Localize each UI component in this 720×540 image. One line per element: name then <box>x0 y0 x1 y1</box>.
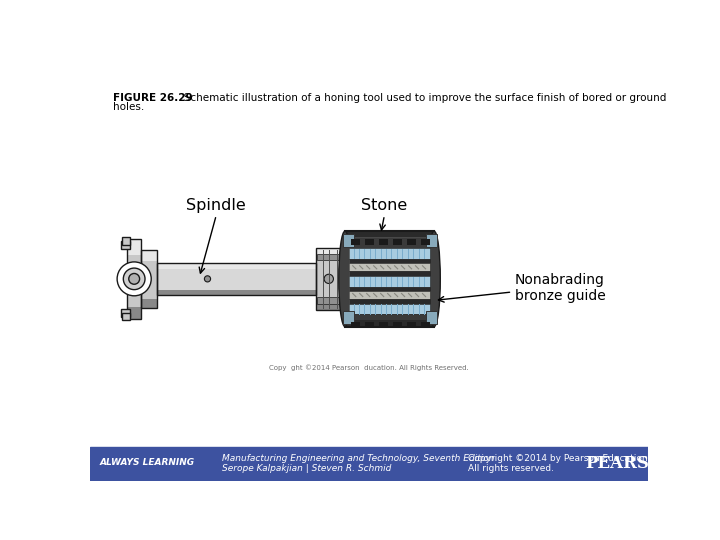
Bar <box>349 291 431 299</box>
Text: Schematic illustration of a honing tool used to improve the surface finish of bo: Schematic illustration of a honing tool … <box>174 92 667 103</box>
Text: Nonabrading
bronze guide: Nonabrading bronze guide <box>515 273 606 303</box>
Bar <box>127 307 141 319</box>
Bar <box>345 231 434 327</box>
Bar <box>121 309 130 316</box>
Bar <box>421 239 431 245</box>
Bar <box>379 322 388 328</box>
Text: PEARSON: PEARSON <box>585 455 679 472</box>
Bar <box>349 237 431 248</box>
Bar <box>351 239 361 245</box>
Bar <box>421 322 431 328</box>
Bar <box>407 239 416 245</box>
Bar <box>426 234 437 247</box>
Bar <box>121 241 130 249</box>
Bar <box>349 237 431 320</box>
Bar <box>379 239 388 245</box>
Circle shape <box>204 276 210 282</box>
Bar <box>141 261 157 299</box>
Bar <box>343 234 354 247</box>
Bar <box>122 237 130 245</box>
Text: holes.: holes. <box>113 102 145 112</box>
Text: Serope Kalpakjian | Steven R. Schmid: Serope Kalpakjian | Steven R. Schmid <box>222 464 391 473</box>
Text: All rights reserved.: All rights reserved. <box>468 464 554 473</box>
Text: Spindle: Spindle <box>186 198 246 213</box>
Bar <box>349 271 431 276</box>
Bar <box>393 322 402 328</box>
Text: ALWAYS LEARNING: ALWAYS LEARNING <box>99 457 194 467</box>
Bar <box>349 248 431 259</box>
Bar <box>315 248 345 260</box>
Bar <box>157 269 315 290</box>
Bar <box>349 287 431 291</box>
Text: Stone: Stone <box>361 198 408 213</box>
Bar <box>365 322 374 328</box>
Text: Copy  ght ©2014 Pearson  ducation. All Rights Reserved.: Copy ght ©2014 Pearson ducation. All Rig… <box>269 364 469 371</box>
Bar <box>315 260 345 300</box>
Circle shape <box>129 273 140 284</box>
Bar <box>317 254 343 260</box>
Bar <box>317 298 343 303</box>
Bar <box>315 300 345 309</box>
Bar <box>349 264 431 271</box>
Bar <box>349 276 431 287</box>
Bar <box>127 239 141 319</box>
Text: Manufacturing Engineering and Technology, Seventh Edition: Manufacturing Engineering and Technology… <box>222 454 494 463</box>
Circle shape <box>324 274 333 284</box>
Bar <box>315 248 345 309</box>
Circle shape <box>117 262 151 296</box>
Bar <box>127 239 141 255</box>
Bar <box>365 239 374 245</box>
Bar <box>349 314 431 320</box>
Bar <box>349 303 431 314</box>
Bar <box>157 290 315 295</box>
Bar <box>141 299 157 308</box>
Bar <box>157 262 315 269</box>
Bar <box>393 239 402 245</box>
Bar <box>157 262 315 295</box>
Ellipse shape <box>428 231 441 327</box>
Ellipse shape <box>339 231 351 327</box>
Bar <box>349 299 431 303</box>
Bar <box>141 249 157 308</box>
Bar <box>122 313 130 320</box>
Text: Copyright ©2014 by Pearson Education, Inc.: Copyright ©2014 by Pearson Education, In… <box>468 454 670 463</box>
Bar <box>426 311 437 323</box>
Bar <box>90 448 648 481</box>
Bar <box>351 322 361 328</box>
Text: FIGURE 26.29: FIGURE 26.29 <box>113 92 193 103</box>
Bar <box>141 249 157 261</box>
Circle shape <box>123 268 145 289</box>
Bar <box>407 322 416 328</box>
Bar <box>127 255 141 307</box>
Bar <box>343 311 354 323</box>
Bar <box>349 259 431 264</box>
